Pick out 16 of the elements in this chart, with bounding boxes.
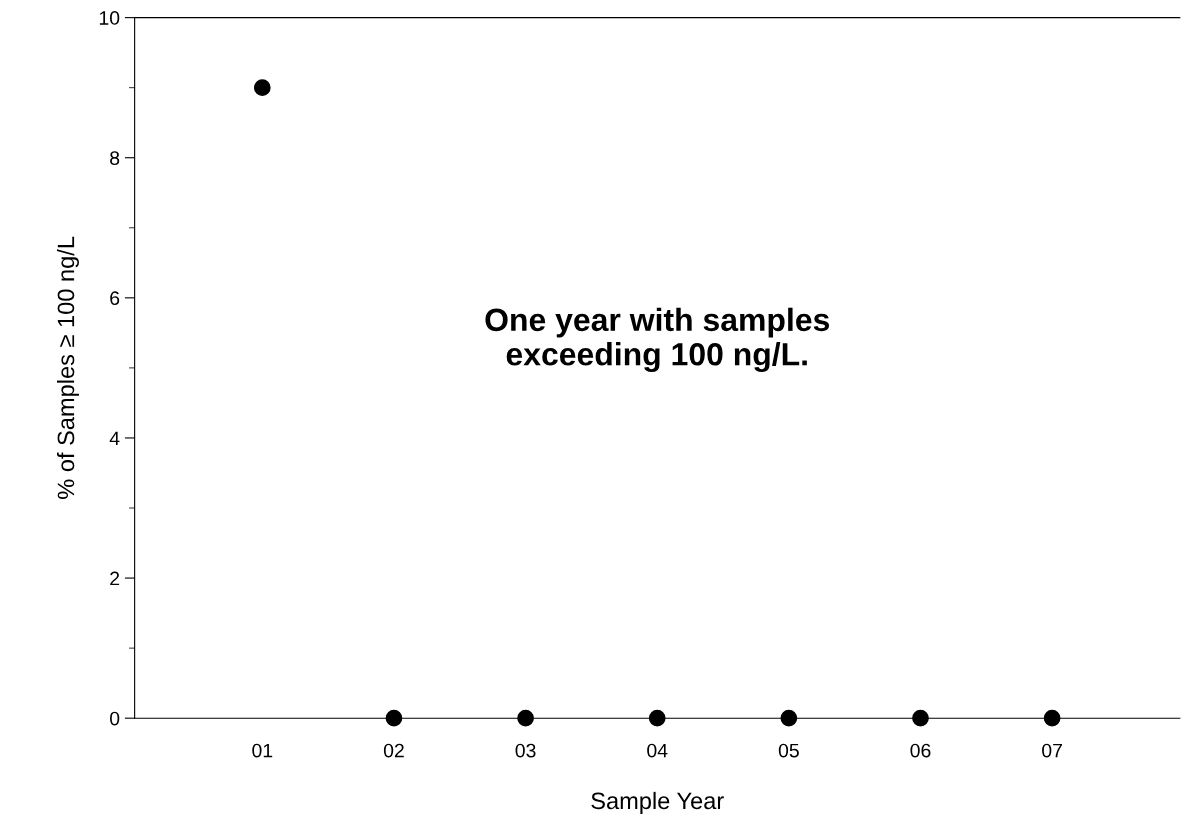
annotation: One year with samples exceeding 100 ng/L. [485, 307, 830, 373]
y-tick-label: 2 [110, 571, 120, 586]
y-tick-label: 8 [110, 151, 120, 165]
x-axis-title: Sample Year [591, 791, 724, 814]
x-tick-label: 04 [647, 743, 668, 758]
y-tick-label: 6 [110, 291, 120, 306]
y-axis-title: % of Samples ≥ 100 ng/L [56, 236, 79, 499]
x-tick-label: 02 [383, 743, 404, 758]
x-tick-label: 03 [515, 743, 536, 758]
y-tick-label: 0 [110, 711, 120, 726]
y-tick-label: 10 [99, 11, 120, 25]
x-tick-label: 01 [252, 743, 273, 758]
x-tick-label: 07 [1042, 743, 1062, 758]
x-tick-label: 06 [910, 743, 931, 758]
x-tick-label: 05 [778, 743, 799, 758]
y-tick-label: 4 [109, 431, 120, 445]
